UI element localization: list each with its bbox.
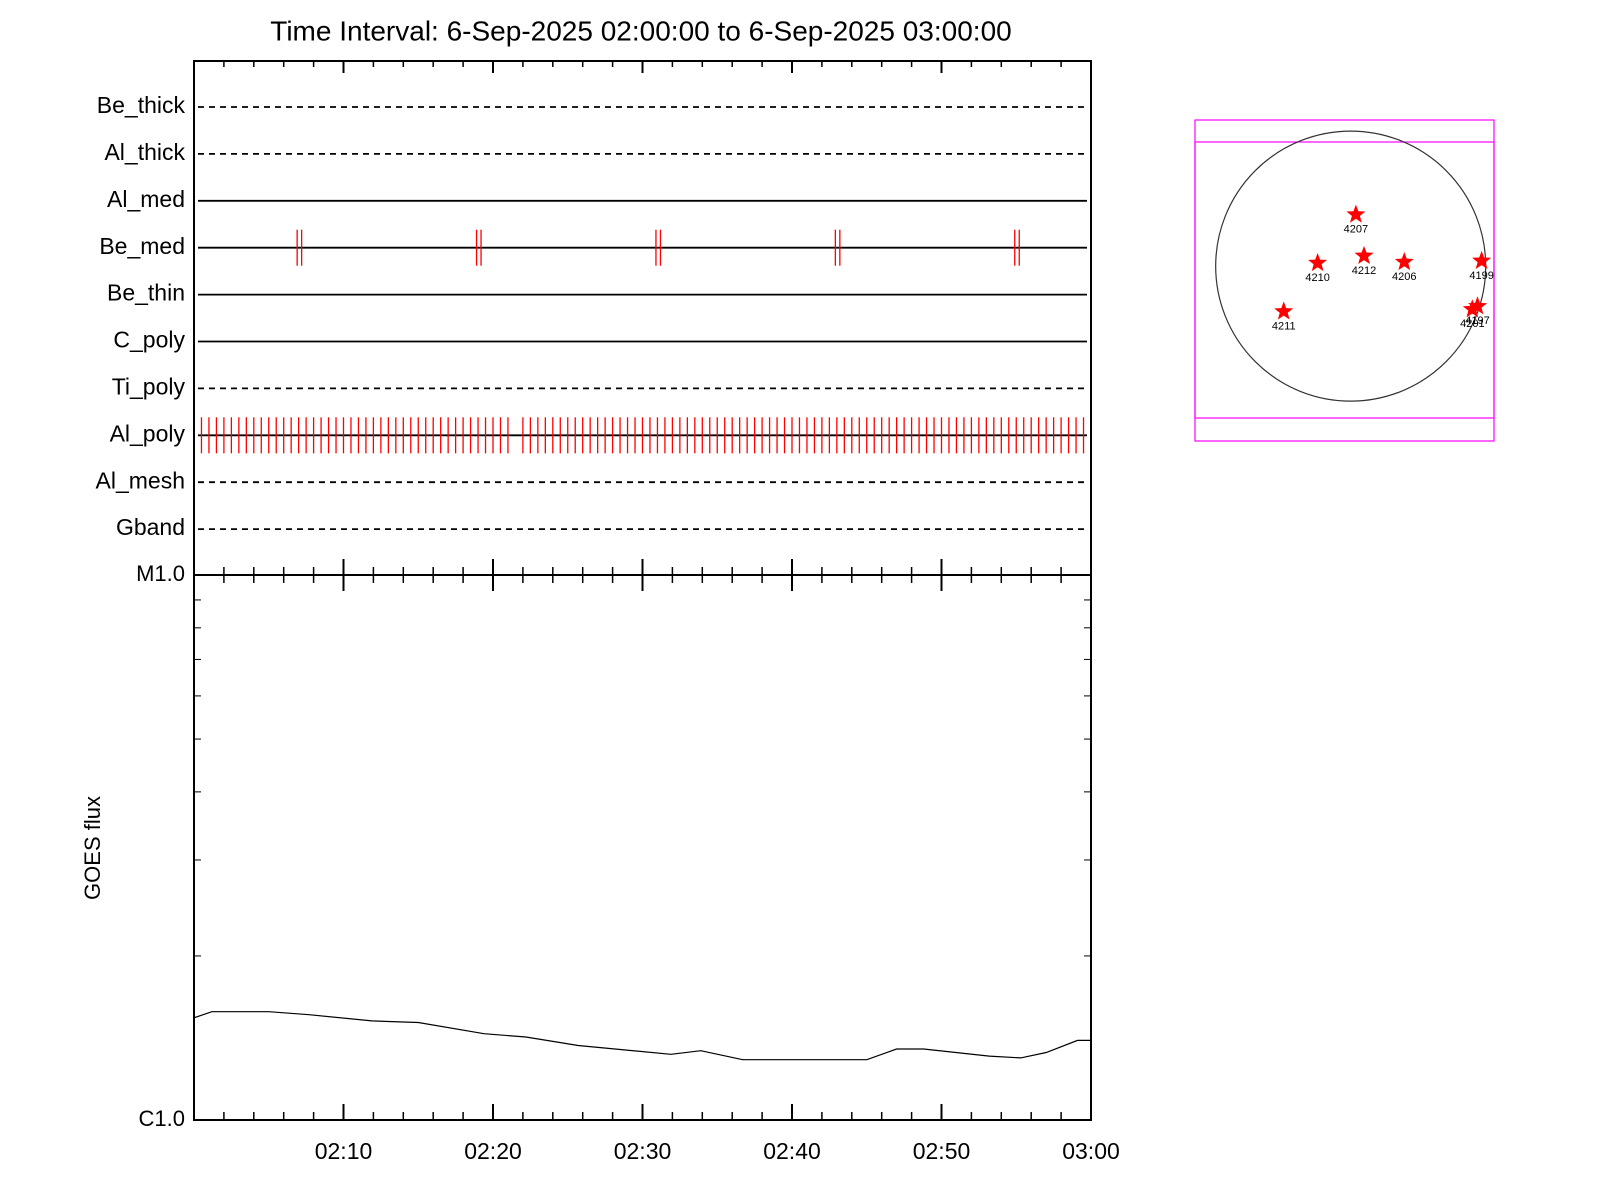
region-label: 4199 xyxy=(1469,270,1493,282)
filter-label: Gband xyxy=(116,514,185,540)
filter-label: Be_thick xyxy=(97,92,186,118)
map-box-inner xyxy=(1194,141,1495,419)
x-tick-label: 02:30 xyxy=(614,1138,672,1164)
chart-title: Time Interval: 6-Sep-2025 02:00:00 to 6-… xyxy=(270,15,1011,46)
y-tick-label: M1.0 xyxy=(136,561,185,586)
region-label: 4212 xyxy=(1352,265,1376,277)
filter-label: Al_thick xyxy=(104,139,185,165)
y-tick-label: C1.0 xyxy=(139,1106,185,1131)
filter-label: Be_thin xyxy=(107,280,185,306)
filter-label: C_poly xyxy=(113,327,185,353)
region-marker xyxy=(1394,252,1414,271)
region-marker xyxy=(1462,299,1482,318)
filter-label: Ti_poly xyxy=(112,373,186,399)
x-tick-label: 02:40 xyxy=(763,1138,821,1164)
bottom-panel-frame xyxy=(193,574,1092,1121)
x-tick-label: 02:20 xyxy=(464,1138,522,1164)
region-marker xyxy=(1472,250,1492,269)
region-marker xyxy=(1346,204,1366,223)
region-marker xyxy=(1354,245,1374,264)
filter-label: Al_mesh xyxy=(96,467,185,493)
map-box-outer xyxy=(1194,119,1495,442)
x-tick-label: 02:50 xyxy=(913,1138,971,1164)
filter-label: Al_med xyxy=(107,186,185,212)
filter-label: Al_poly xyxy=(110,420,186,446)
region-label: 4206 xyxy=(1392,271,1416,283)
region-label: 4211 xyxy=(1272,320,1296,332)
region-label: 4201 xyxy=(1460,318,1484,330)
y-axis-label: GOES flux xyxy=(80,796,105,900)
filter-label: Be_med xyxy=(99,233,185,259)
region-label: 4207 xyxy=(1344,224,1368,236)
flux-line xyxy=(193,1011,1091,1061)
x-tick-label: 03:00 xyxy=(1062,1138,1120,1164)
region-label: 4210 xyxy=(1305,272,1329,284)
region-marker xyxy=(1468,296,1488,315)
region-label: 4197 xyxy=(1465,315,1489,327)
top-panel-frame xyxy=(193,60,1092,576)
x-tick-label: 02:10 xyxy=(315,1138,373,1164)
region-marker xyxy=(1274,301,1294,320)
solar-disk xyxy=(1215,130,1487,402)
region-marker xyxy=(1308,253,1328,272)
